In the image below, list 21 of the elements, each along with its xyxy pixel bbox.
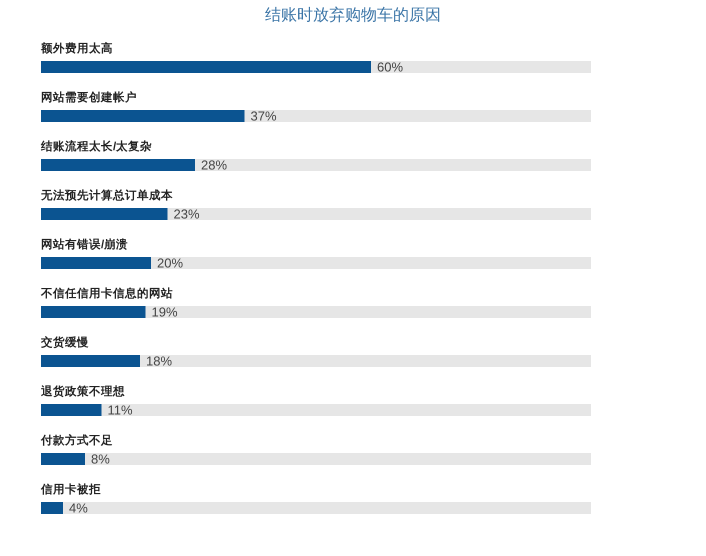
value-label: 19%	[152, 304, 178, 320]
value-label: 60%	[377, 60, 404, 74]
value-label: 20%	[157, 256, 184, 270]
category-label: 信用卡被拒	[41, 484, 101, 496]
category-label: 无法预先计算总订单成本	[41, 190, 173, 202]
value-label: 4%	[69, 500, 88, 516]
value-label: 23%	[174, 206, 200, 222]
category-label: 不信任信用卡信息的网站	[41, 288, 173, 300]
value-label: 18%	[146, 354, 172, 368]
category-label: 网站有错误/崩溃	[41, 239, 128, 251]
category-label: 退货政策不理想	[41, 386, 125, 398]
value-label: 11%	[108, 402, 133, 418]
value-label: 37%	[250, 108, 277, 124]
category-label: 结账流程太长/太复杂	[41, 141, 152, 153]
title: 结账时放弃购物车的原因	[265, 7, 441, 24]
category-label: 网站需要创建帐户	[41, 92, 137, 104]
category-label: 额外费用太高	[41, 43, 113, 55]
category-label: 付款方式不足	[41, 435, 113, 447]
value-label: 8%	[91, 452, 110, 466]
value-label: 28%	[201, 158, 228, 172]
category-label: 交货缓慢	[41, 337, 89, 349]
